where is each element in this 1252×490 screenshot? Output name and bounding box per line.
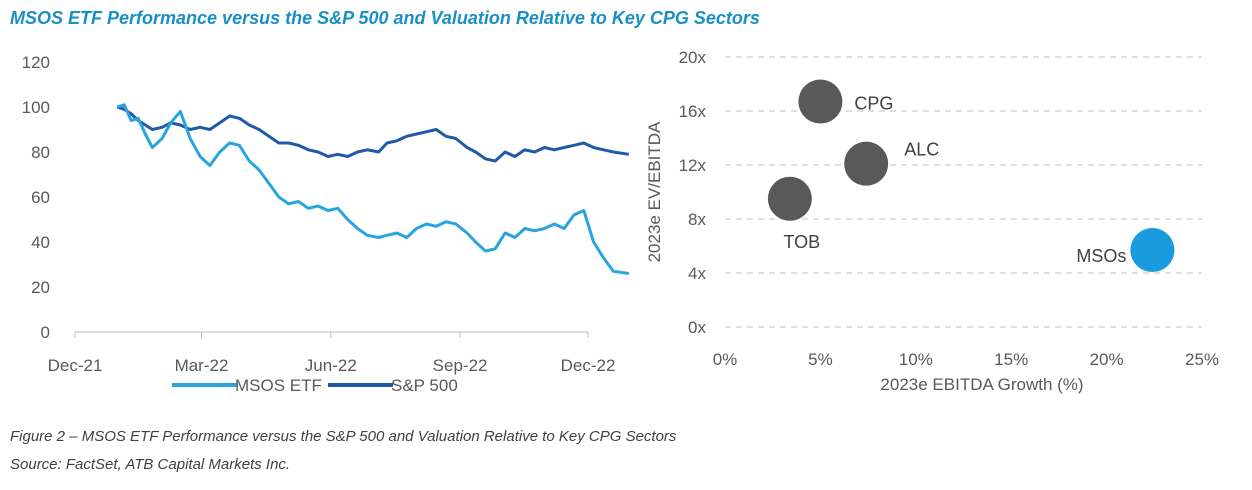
bubble-label-msos: MSOs: [1076, 246, 1126, 266]
y-tick-label: 12x: [679, 156, 707, 175]
y-tick-label: 4x: [688, 264, 706, 283]
bubble-chart: 0x 4x 8x 12x 16x 20x 0% 5% 10% 15% 20% 25% 2023e EBI…: [645, 48, 1219, 394]
charts-canvas: Dec-21 Mar-22 Jun-22 Sep-22 Dec-22 0 20 40 60 80 1…: [22, 48, 1219, 395]
y-tick-label: 0: [41, 323, 50, 342]
x-tick-label: 10%: [899, 350, 933, 369]
bubble-tob: [767, 176, 812, 221]
legend-label: MSOS ETF: [235, 376, 322, 395]
x-tick-label: Dec-21: [48, 356, 103, 375]
legend-label: S&P 500: [391, 376, 458, 395]
y-tick-label: 20: [31, 278, 50, 297]
x-tick-label: Jun-22: [305, 356, 357, 375]
bubble-msos: [1130, 228, 1175, 273]
y-axis-title: 2023e EV/EBITDA: [645, 121, 664, 262]
x-axis-title: 2023e EBITDA Growth (%): [880, 375, 1083, 394]
y-tick-label: 40: [31, 233, 50, 252]
bubble-cpg: [798, 79, 843, 124]
y-tick-label: 0x: [688, 318, 706, 337]
y-tick-label: 20x: [679, 48, 707, 67]
x-tick-label: Mar-22: [175, 356, 229, 375]
x-tick-label: 0%: [713, 350, 738, 369]
series-line-msos-etf: [116, 103, 630, 275]
line-chart: Dec-21 Mar-22 Jun-22 Sep-22 Dec-22 0 20 40 60 80 1…: [22, 53, 630, 395]
x-tick-label: Sep-22: [433, 356, 488, 375]
bubble-alc: [844, 141, 889, 186]
y-tick-label: 8x: [688, 210, 706, 229]
x-tick-label: 15%: [994, 350, 1028, 369]
page-title: MSOS ETF Performance versus the S&P 500 …: [10, 8, 760, 28]
y-tick-label: 16x: [679, 102, 707, 121]
y-tick-label: 120: [22, 53, 50, 72]
x-tick-label: Dec-22: [561, 356, 616, 375]
x-tick-label: 25%: [1185, 350, 1219, 369]
x-tick-label: 20%: [1090, 350, 1124, 369]
bubble-label-cpg: CPG: [854, 94, 893, 114]
x-tick-label: 5%: [808, 350, 833, 369]
y-tick-label: 100: [22, 98, 50, 117]
y-tick-label: 60: [31, 188, 50, 207]
figure-caption: Figure 2 – MSOS ETF Performance versus t…: [10, 428, 677, 445]
bubble-label-alc: ALC: [904, 140, 939, 160]
source-note: Source: FactSet, ATB Capital Markets Inc…: [10, 456, 291, 473]
y-tick-label: 80: [31, 143, 50, 162]
series-line-s-p-500: [116, 105, 630, 163]
bubble-label-tob: TOB: [784, 232, 821, 252]
